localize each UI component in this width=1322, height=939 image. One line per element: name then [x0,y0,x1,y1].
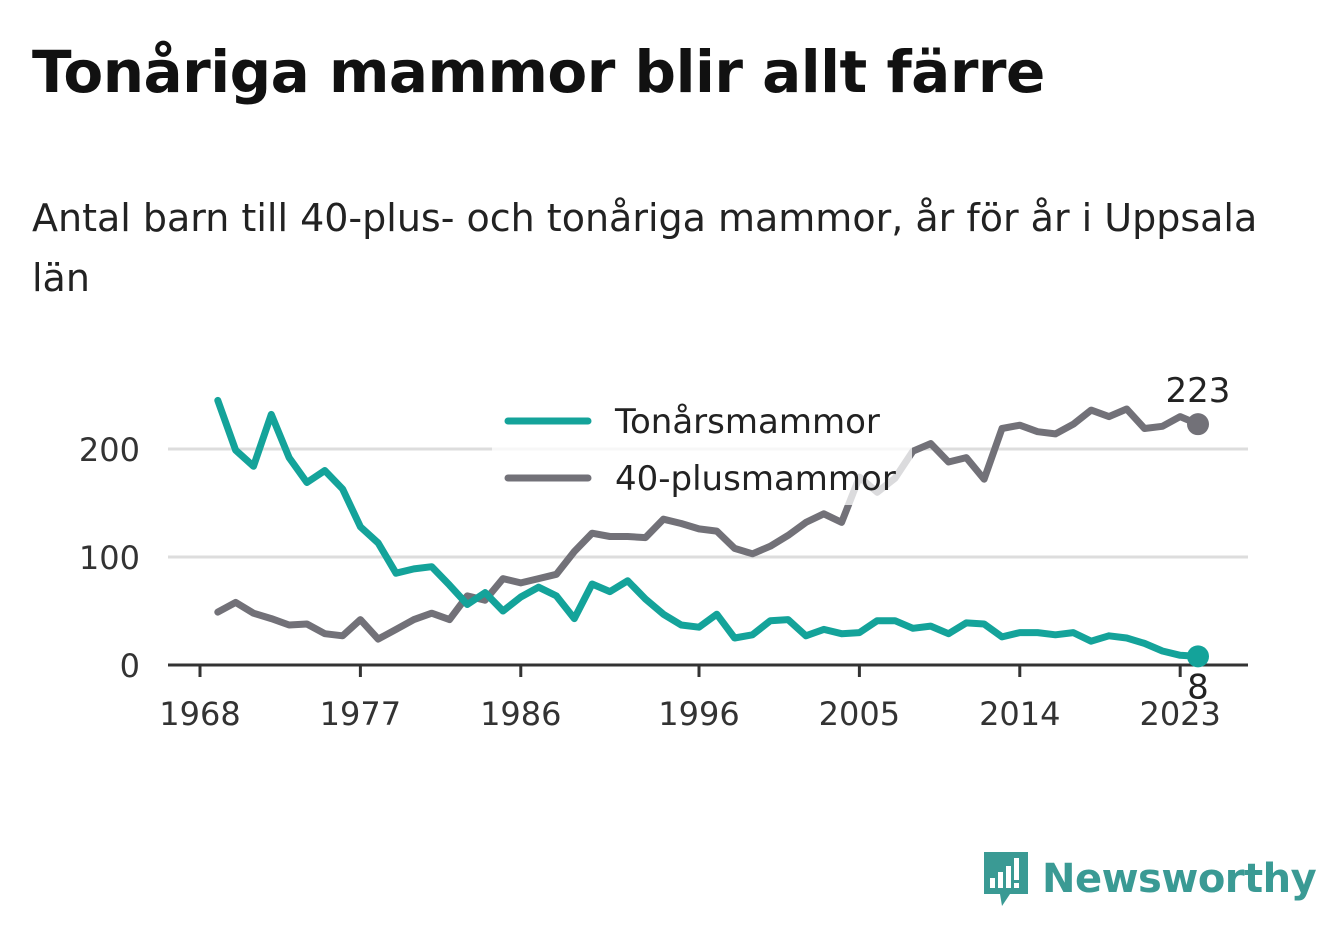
end-point-marker [1187,413,1209,436]
x-tick-label: 2005 [819,695,900,733]
chart-title: Tonåriga mammor blir allt färre [32,38,1045,106]
x-tick-label: 2023 [1139,695,1220,733]
legend-label: 40-plusmammor [615,459,896,499]
legend-label: Tonårsmammor [614,402,880,442]
x-tick-label: 2014 [979,695,1060,733]
x-tick-label: 1996 [658,695,739,733]
end-point-marker [1187,645,1209,668]
x-tick-label: 1986 [480,695,561,733]
y-tick-label: 200 [79,431,140,469]
brand-name: Newsworthy [1042,856,1317,902]
chart-subtitle: Antal barn till 40-plus- och tonåriga ma… [32,196,1258,300]
axis-layer: 0 100 200 1968 1977 1986 1996 2005 2014 2023 [79,431,1248,733]
end-value-label: 223 [1166,371,1231,411]
end-value-label: 8 [1187,667,1209,707]
legend-background [492,395,912,505]
label-layer: 8 223 [1166,371,1231,707]
x-tick-label: 1968 [159,695,240,733]
newsworthy-logo-icon [984,852,1028,906]
x-tick-label: 1977 [320,695,401,733]
y-tick-label: 0 [120,647,140,685]
legend: Tonårsmammor 40-plusmammor [492,395,912,505]
brand-logo: Newsworthy [980,848,1317,910]
line-chart: 0 100 200 1968 1977 1986 1996 2005 2014 2023 Tonå… [79,371,1248,733]
series-layer [214,396,1202,660]
series-line-tonarsmammor [214,396,1202,660]
y-tick-label: 100 [79,539,140,577]
series-line-40-plusmammor [214,405,1202,643]
